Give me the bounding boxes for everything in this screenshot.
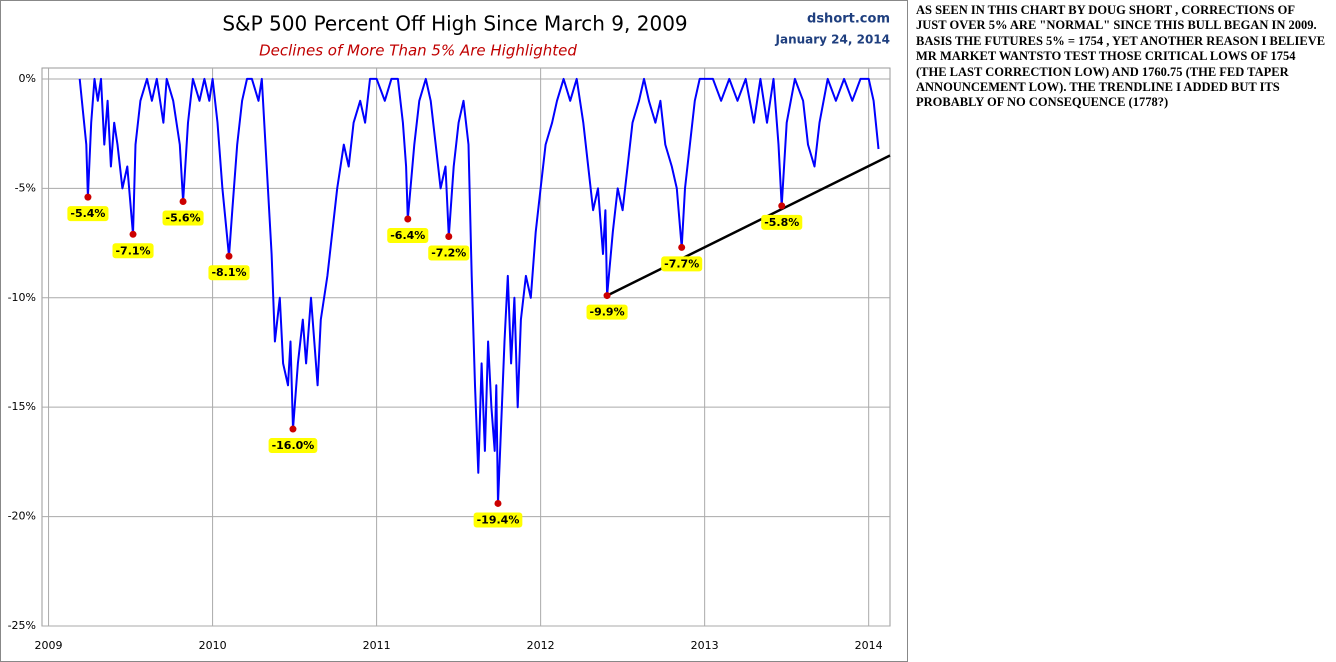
x-tick-label: 2009 [35,639,63,652]
low-label: -5.4% [67,206,109,222]
low-label-text: -5.8% [764,216,799,229]
low-marker [225,252,233,260]
low-marker [129,230,137,238]
low-label-text: -7.2% [431,246,466,259]
note-line: JUST OVER 5% ARE "NORMAL" SINCE THIS BUL… [916,18,1317,33]
x-tick-label: 2011 [363,639,391,652]
chart-title: S&P 500 Percent Off High Since March 9, … [222,12,687,36]
y-tick-label: -15% [8,400,36,413]
low-label-text: -7.7% [664,257,699,270]
low-label-text: -9.9% [590,306,625,319]
x-tick-label: 2013 [691,639,719,652]
low-label-bg [268,438,318,454]
low-label-bg [586,304,628,320]
low-label-bg [428,245,470,261]
note: AS SEEN IN THIS CHART BY DOUG SHORT , CO… [916,3,1334,111]
note-line: PROBABLY OF NO CONSEQUENCE (1778?) [916,95,1169,110]
low-label-text: -8.1% [211,266,246,279]
low-label: -6.4% [387,227,429,243]
low-label-text: -5.4% [70,207,105,220]
low-label-bg [208,265,250,281]
low-marker [445,232,453,240]
low-label: -5.8% [761,214,803,230]
low-label-bg [473,512,523,528]
low-label: -8.1% [208,265,250,281]
low-label-text: -7.1% [115,244,150,257]
low-marker [678,243,686,251]
source: dshort.com [807,12,890,27]
note-line: ANNOUNCEMENT LOW). THE TRENDLINE I ADDED… [916,80,1280,95]
low-label: -16.0% [268,438,318,454]
low-label-text: -6.4% [390,229,425,242]
low-marker [84,193,92,201]
chart: S&P 500 Percent Off High Since March 9, … [0,0,908,662]
y-tick-label: -5% [15,181,36,194]
date: January 24, 2014 [775,33,891,47]
x-tick-label: 2012 [527,639,555,652]
low-label: -5.6% [162,210,204,226]
low-label-bg [112,243,154,259]
trendline [606,154,891,297]
low-marker [603,292,611,300]
y-tick-label: -25% [8,619,36,632]
low-label: -7.2% [428,245,470,261]
low-label-bg [761,214,803,230]
low-label-text: -16.0% [272,439,315,452]
low-marker [404,215,412,223]
y-tick-label: 0% [19,72,36,85]
chart-subtitle: Declines of More Than 5% Are Highlighted [259,42,577,60]
low-label-text: -5.6% [166,211,201,224]
y-tick-label: -10% [8,291,36,304]
low-marker [289,425,297,433]
line [78,77,880,505]
note-line: (THE LAST CORRECTION LOW) AND 1760.75 (T… [916,64,1289,79]
note-line: AS SEEN IN THIS CHART BY DOUG SHORT , CO… [916,3,1295,17]
low-marker [179,197,187,205]
low-label-text: -19.4% [477,513,520,526]
low-label-bg [67,206,109,222]
plot-area [41,67,891,627]
low-marker [494,499,502,507]
note-line: BASIS THE FUTURES 5% = 1754 , YET ANOTHE… [916,33,1326,48]
low-label-bg [387,227,429,243]
low-label: -9.9% [586,304,628,320]
low-marker [778,202,786,210]
low-label-bg [162,210,204,226]
low-label: -19.4% [473,512,523,528]
x-tick-label: 2014 [855,639,883,652]
low-label: -7.1% [112,243,154,259]
note-line: MR MARKET WANTSTO TEST THOSE CRITICAL LO… [916,49,1296,64]
x-tick-label: 2010 [199,639,227,652]
low-label-bg [661,256,703,272]
low-label: -7.7% [661,256,703,272]
y-tick-label: -20% [8,510,36,523]
